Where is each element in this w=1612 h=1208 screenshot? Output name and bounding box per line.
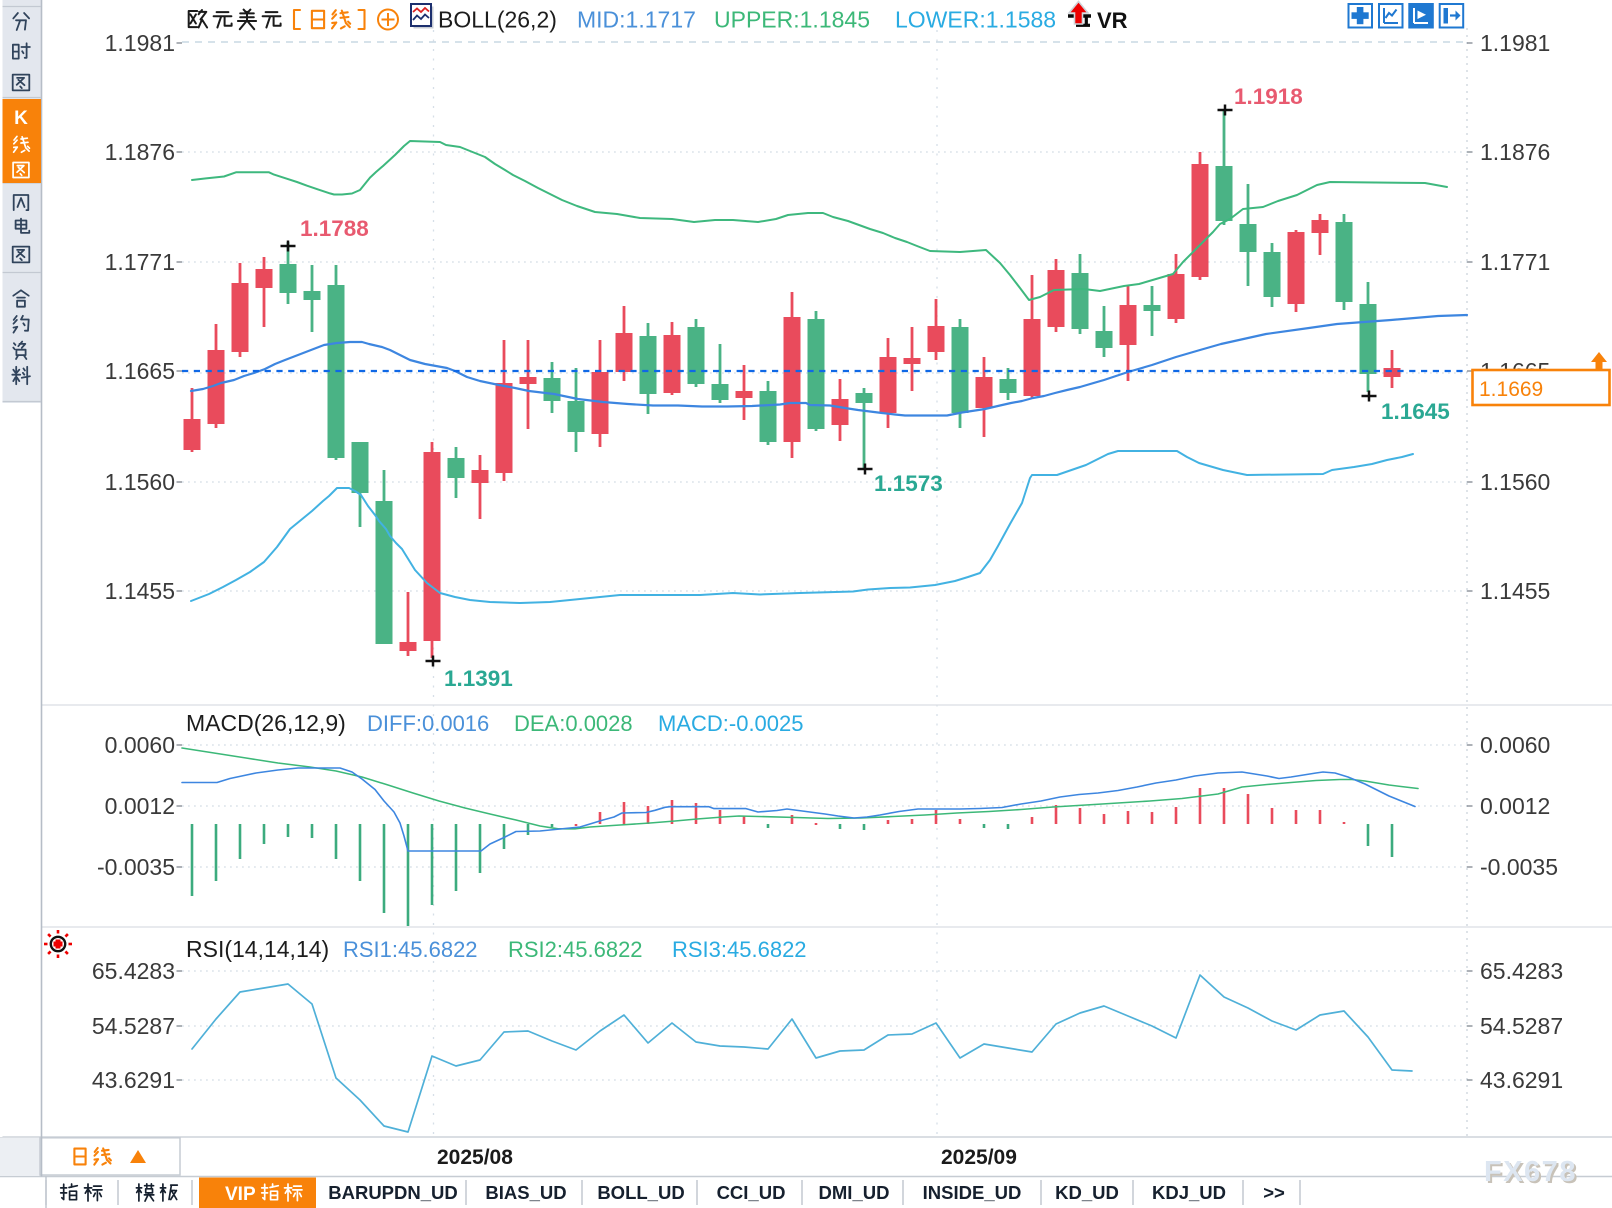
svg-text:1.1876: 1.1876 [105, 139, 175, 165]
svg-text:LOWER:1.1588: LOWER:1.1588 [895, 7, 1056, 33]
svg-text:K: K [14, 108, 28, 129]
svg-text:BOLL_UD: BOLL_UD [597, 1182, 684, 1203]
svg-text:0.0012: 0.0012 [1480, 793, 1550, 819]
svg-text:MACD(26,12,9): MACD(26,12,9) [186, 710, 346, 736]
svg-text:0.0060: 0.0060 [1480, 732, 1550, 758]
svg-text:1.1981: 1.1981 [105, 30, 175, 56]
svg-text:MID:1.1717: MID:1.1717 [577, 7, 696, 33]
svg-text:RSI3:45.6822: RSI3:45.6822 [672, 937, 807, 962]
svg-text:1.1645: 1.1645 [1381, 399, 1450, 424]
svg-text:-0.0035: -0.0035 [97, 854, 175, 880]
svg-text:VR: VR [1097, 8, 1128, 33]
svg-text:1.1771: 1.1771 [1480, 249, 1550, 275]
svg-text:1.1918: 1.1918 [1234, 84, 1303, 109]
svg-text:54.5287: 54.5287 [1480, 1013, 1563, 1039]
svg-text:FX678: FX678 [1484, 1156, 1577, 1188]
svg-text:DIFF:0.0016: DIFF:0.0016 [367, 711, 489, 736]
svg-text:MACD:-0.0025: MACD:-0.0025 [658, 711, 804, 736]
svg-text:CCI_UD: CCI_UD [717, 1182, 786, 1203]
svg-text:1.1391: 1.1391 [444, 666, 513, 691]
svg-text:43.6291: 43.6291 [1480, 1067, 1563, 1093]
svg-text:1.1981: 1.1981 [1480, 30, 1550, 56]
svg-text:RSI2:45.6822: RSI2:45.6822 [508, 937, 643, 962]
svg-text:DMI_UD: DMI_UD [819, 1182, 890, 1203]
svg-text:KD_UD: KD_UD [1055, 1182, 1119, 1203]
svg-text:BOLL(26,2): BOLL(26,2) [438, 7, 557, 33]
svg-text:RSI(14,14,14): RSI(14,14,14) [186, 936, 329, 962]
svg-text:1.1876: 1.1876 [1480, 139, 1550, 165]
svg-text:DEA:0.0028: DEA:0.0028 [514, 711, 633, 736]
svg-text:0.0060: 0.0060 [105, 732, 175, 758]
svg-text:1.1771: 1.1771 [105, 249, 175, 275]
svg-text:43.6291: 43.6291 [92, 1067, 175, 1093]
svg-text:2025/08: 2025/08 [437, 1146, 513, 1169]
svg-text:KDJ_UD: KDJ_UD [1152, 1182, 1226, 1203]
svg-text:1.1560: 1.1560 [1480, 469, 1550, 495]
svg-text:1.1788: 1.1788 [300, 216, 369, 241]
svg-text:54.5287: 54.5287 [92, 1013, 175, 1039]
svg-text:0.0012: 0.0012 [105, 793, 175, 819]
svg-text:1.1455: 1.1455 [1480, 578, 1550, 604]
svg-text:1.1665: 1.1665 [105, 358, 175, 384]
svg-text:>>: >> [1263, 1182, 1285, 1203]
svg-text:65.4283: 65.4283 [1480, 958, 1563, 984]
svg-text:BARUPDN_UD: BARUPDN_UD [328, 1182, 458, 1203]
svg-text:RSI1:45.6822: RSI1:45.6822 [343, 937, 478, 962]
svg-text:-0.0035: -0.0035 [1480, 854, 1558, 880]
svg-text:1.1455: 1.1455 [105, 578, 175, 604]
svg-text:UPPER:1.1845: UPPER:1.1845 [714, 7, 870, 33]
svg-text:VIP: VIP [225, 1184, 256, 1205]
svg-text:1.1669: 1.1669 [1479, 378, 1543, 401]
svg-text:65.4283: 65.4283 [92, 958, 175, 984]
svg-text:FX678: FX678 [1486, 1158, 1579, 1190]
svg-text:1.1573: 1.1573 [874, 471, 943, 496]
svg-text:INSIDE_UD: INSIDE_UD [923, 1182, 1022, 1203]
svg-text:1.1560: 1.1560 [105, 469, 175, 495]
svg-text:BIAS_UD: BIAS_UD [485, 1182, 566, 1203]
svg-text:2025/09: 2025/09 [941, 1146, 1017, 1169]
